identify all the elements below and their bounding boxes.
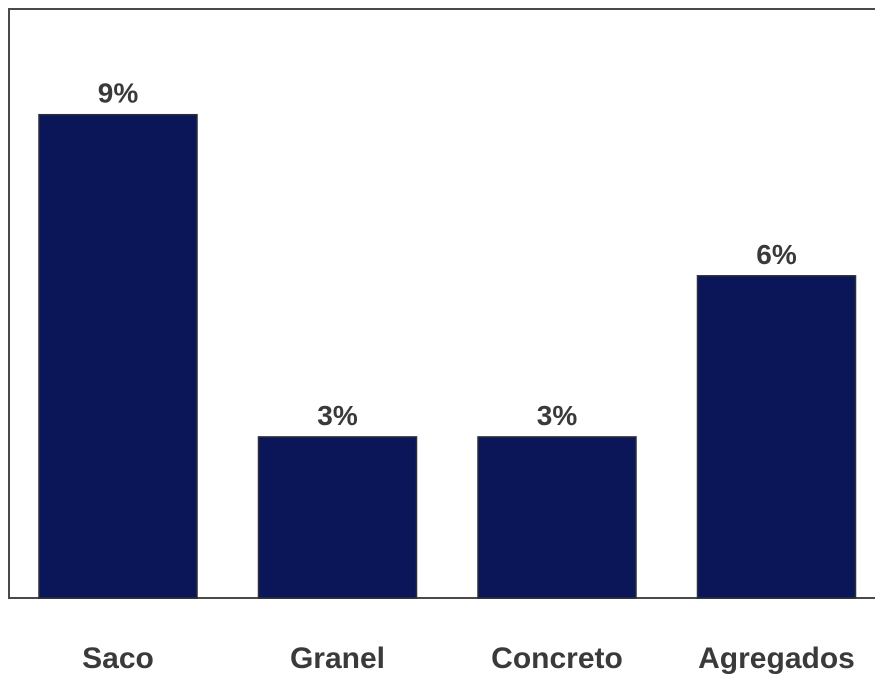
category-label-saco: Saco bbox=[82, 642, 154, 675]
category-label-agregados: Agregados bbox=[698, 642, 855, 675]
bars-group bbox=[38, 113, 857, 599]
bar-saco bbox=[38, 113, 198, 599]
value-label-saco: 9% bbox=[98, 78, 139, 109]
value-labels-group: 9% 3% 3% 6% bbox=[98, 78, 797, 431]
bar-concreto bbox=[477, 436, 637, 599]
bar-granel bbox=[257, 436, 418, 599]
value-label-concreto: 3% bbox=[537, 400, 578, 431]
value-label-granel: 3% bbox=[317, 400, 358, 431]
category-labels-group: Saco Granel Concreto Agregados bbox=[82, 642, 855, 675]
value-label-agregados: 6% bbox=[756, 239, 797, 270]
plot-frame bbox=[8, 8, 875, 599]
bar-agregados bbox=[696, 275, 857, 599]
category-label-concreto: Concreto bbox=[491, 642, 623, 675]
category-label-granel: Granel bbox=[290, 642, 385, 675]
